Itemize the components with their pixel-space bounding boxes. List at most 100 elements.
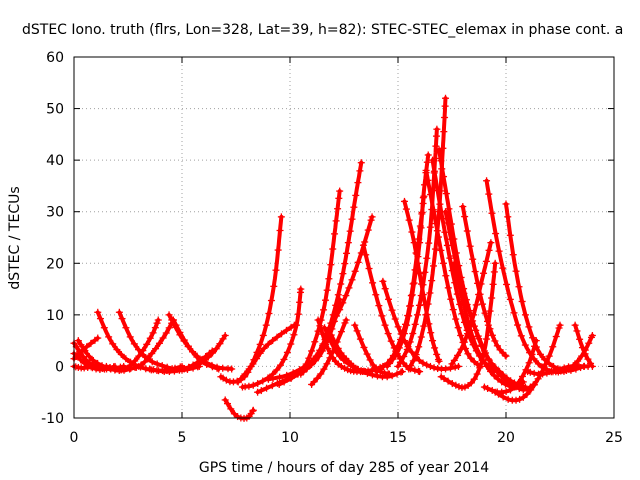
data-point [491, 259, 499, 267]
data-point [176, 328, 184, 336]
data-point [228, 365, 236, 373]
data-point [542, 360, 550, 368]
data-point [545, 352, 553, 360]
data-point [94, 308, 102, 316]
data-point [368, 371, 376, 379]
data-point [482, 257, 490, 265]
data-point [352, 191, 360, 199]
series-line [95, 310, 184, 373]
data-point [454, 351, 462, 359]
data-point [423, 158, 431, 166]
data-point [474, 332, 482, 340]
data-point [94, 359, 102, 367]
data-point [348, 276, 356, 284]
data-point [425, 320, 433, 328]
data-point [316, 347, 324, 355]
data-point [356, 167, 364, 175]
data-point [406, 302, 414, 310]
data-point [180, 336, 188, 344]
data-point [89, 356, 97, 364]
data-point [485, 190, 493, 198]
data-point [227, 405, 235, 413]
data-point [354, 179, 362, 187]
data-point [77, 356, 85, 364]
data-point [415, 356, 423, 364]
data-point [423, 361, 431, 369]
data-point [372, 291, 380, 299]
data-point [267, 297, 275, 305]
data-point [462, 312, 470, 320]
data-point [165, 311, 173, 319]
data-point [139, 347, 147, 355]
data-point [305, 354, 313, 362]
data-point [525, 323, 533, 331]
data-point [282, 326, 290, 334]
series-arc14 [217, 213, 285, 386]
data-point [470, 311, 478, 319]
data-point [461, 213, 469, 221]
data-point [427, 329, 435, 337]
data-point [249, 360, 257, 368]
data-point [498, 378, 506, 386]
data-point [419, 359, 427, 367]
data-point [428, 277, 436, 285]
data-point [460, 338, 468, 346]
data-point [381, 369, 389, 377]
data-point [480, 269, 488, 277]
data-point [292, 321, 300, 329]
data-point [490, 372, 498, 380]
data-point [146, 334, 154, 342]
data-point [556, 321, 564, 329]
data-point [359, 241, 367, 249]
data-point [85, 352, 93, 360]
data-point [290, 331, 298, 339]
data-point [426, 223, 434, 231]
data-point [180, 365, 188, 373]
data-point [415, 343, 423, 351]
data-point [485, 356, 493, 364]
data-point [277, 361, 285, 369]
data-point [405, 216, 413, 224]
data-point [506, 386, 514, 394]
data-point [265, 309, 273, 317]
series-line [439, 261, 498, 390]
data-point [329, 245, 337, 253]
data-point [221, 396, 229, 404]
data-point [146, 365, 154, 373]
data-point [375, 302, 383, 310]
data-point [486, 307, 494, 315]
data-point [475, 350, 483, 358]
data-point [350, 203, 358, 211]
data-point [523, 390, 531, 398]
data-point [509, 251, 517, 259]
series-arc41 [448, 239, 495, 368]
data-point [574, 357, 582, 365]
data-point [426, 289, 434, 297]
data-point [440, 128, 448, 136]
data-point [421, 301, 429, 309]
data-point [381, 321, 389, 329]
data-point [386, 359, 394, 367]
data-point [525, 359, 533, 367]
data-point [344, 366, 352, 374]
data-point [444, 284, 452, 292]
data-point [437, 246, 445, 254]
data-point [455, 383, 463, 391]
data-point [472, 342, 480, 350]
data-point [490, 268, 498, 276]
data-point [387, 337, 395, 345]
data-point [345, 284, 353, 292]
data-point [406, 338, 414, 346]
data-point [193, 359, 201, 367]
data-point [451, 363, 459, 371]
data-point [530, 369, 538, 377]
data-point [169, 316, 177, 324]
series-arc19 [264, 159, 365, 383]
data-point [77, 341, 85, 349]
data-point [527, 386, 535, 394]
x-axis-label: GPS time / hours of day 285 of year 2014 [199, 460, 489, 476]
data-point [189, 348, 197, 356]
data-point [276, 226, 284, 234]
data-point [375, 366, 383, 374]
